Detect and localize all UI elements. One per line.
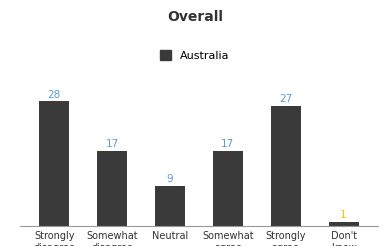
Bar [155, 186, 185, 226]
Bar [97, 151, 127, 226]
Text: 17: 17 [105, 139, 119, 149]
Text: Overall: Overall [167, 10, 223, 24]
Legend: Australia: Australia [160, 50, 230, 61]
Text: 9: 9 [167, 174, 173, 184]
Text: 27: 27 [279, 94, 292, 104]
Text: 17: 17 [221, 139, 234, 149]
Bar [213, 151, 243, 226]
Text: 1: 1 [340, 210, 347, 220]
Text: 28: 28 [48, 90, 61, 100]
Bar [39, 101, 69, 226]
Bar [271, 106, 301, 226]
Bar [328, 222, 359, 226]
